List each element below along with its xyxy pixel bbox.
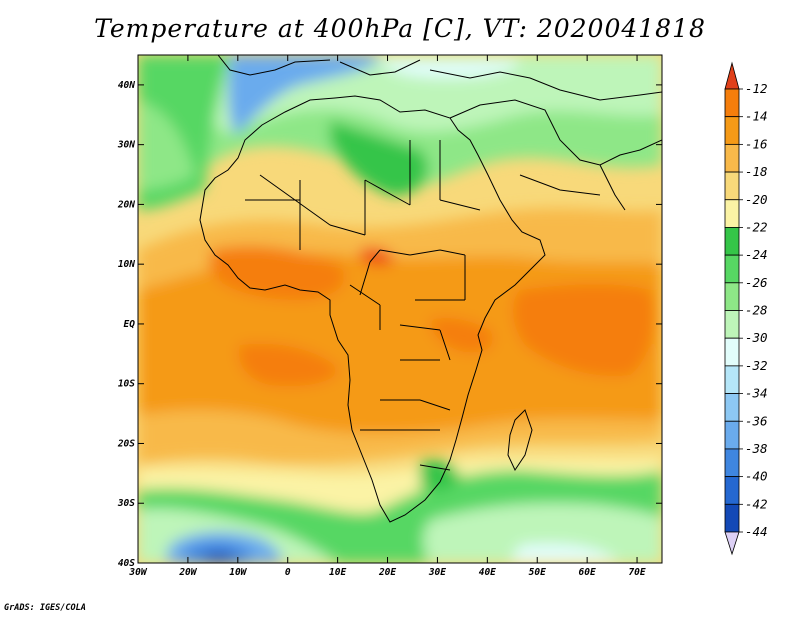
colorbar-bottom-arrow [724,531,740,556]
lat-tick-label: 40N [118,80,135,91]
colorbar-swatch [724,393,740,422]
colorbar-legend: -12 -14 -16 -18 -20 -22 -24 -26 -28 -30 -32 -34 -36 -… [724,61,768,556]
colorbar-swatch [724,143,740,173]
colorbar-swatch [724,88,740,118]
lat-tick-label: 40S [118,558,135,569]
lat-tick-label: EQ [124,319,136,330]
lat-tick-label: 30S [117,498,135,509]
lat-tick-label: 30N [117,140,135,151]
colorbar-label: -14 [745,109,768,124]
chart-title: Temperature at 400hPa [C], VT: 202004181… [94,14,706,43]
colorbar-label: -34 [745,386,768,401]
colorbar-swatch [724,365,740,394]
colorbar-swatch [724,337,740,367]
colorbar-label: -36 [745,413,768,428]
lon-tick-label: 0 [285,567,291,578]
grads-credit: GrADS: IGES/COLA [4,603,86,613]
colorbar-swatch [724,199,740,228]
colorbar-label: -44 [745,524,768,539]
lon-tick-label: 30W [128,567,147,578]
colorbar-swatch [724,448,740,478]
lon-tick-label: 70E [628,567,645,578]
lon-tick-label: 20W [178,567,197,578]
colorbar-label: -40 [745,469,768,484]
lat-tick-label: 10S [118,379,135,390]
colorbar-label: -32 [745,358,768,373]
colorbar-label: -20 [745,192,768,207]
colorbar-swatch [724,116,740,145]
colorbar-label: -24 [745,247,768,262]
plot-frame [137,54,663,564]
colorbar-swatch [724,171,740,201]
lon-tick-label: 50E [529,567,546,578]
lon-tick-label: 40E [479,567,496,578]
lat-tick-label: 20S [117,438,135,449]
coastlines [199,55,662,523]
colorbar-label: -16 [745,136,768,151]
colorbar-swatch [724,503,740,533]
colorbar-label: -12 [745,81,768,96]
temperature-field [138,55,662,563]
colorbar-label: -30 [745,330,768,345]
lon-tick-label: 20E [378,567,396,578]
colorbar-label: -22 [745,219,768,234]
colorbar-swatch [724,227,740,256]
colorbar-swatch [724,420,740,450]
colorbar-swatch [724,476,740,505]
colorbar-label: -28 [745,303,768,318]
colorbar-label: -26 [745,275,768,290]
colorbar-label: -42 [745,496,768,511]
colorbar-label: -18 [745,164,768,179]
lon-tick-label: 10E [329,567,346,578]
lat-tick-label: 20N [117,199,135,210]
colorbar-label: -38 [745,441,768,456]
latitude-axis: 40N 30N 20N 10N EQ 10S 20S 30S 40S [117,80,662,569]
lon-tick-label: 10W [229,567,247,578]
colorbar-top-arrow [724,61,740,90]
colorbar-swatch [724,254,740,284]
colorbar-swatch [724,310,740,339]
longitude-axis: 30W 20W 10W 0 10E 20E 30E 40E 50E 60E 70E [128,55,646,578]
lat-tick-label: 10N [118,259,135,270]
lon-tick-label: 60E [579,567,596,578]
lon-tick-label: 30E [428,567,446,578]
colorbar-swatch [724,282,740,311]
